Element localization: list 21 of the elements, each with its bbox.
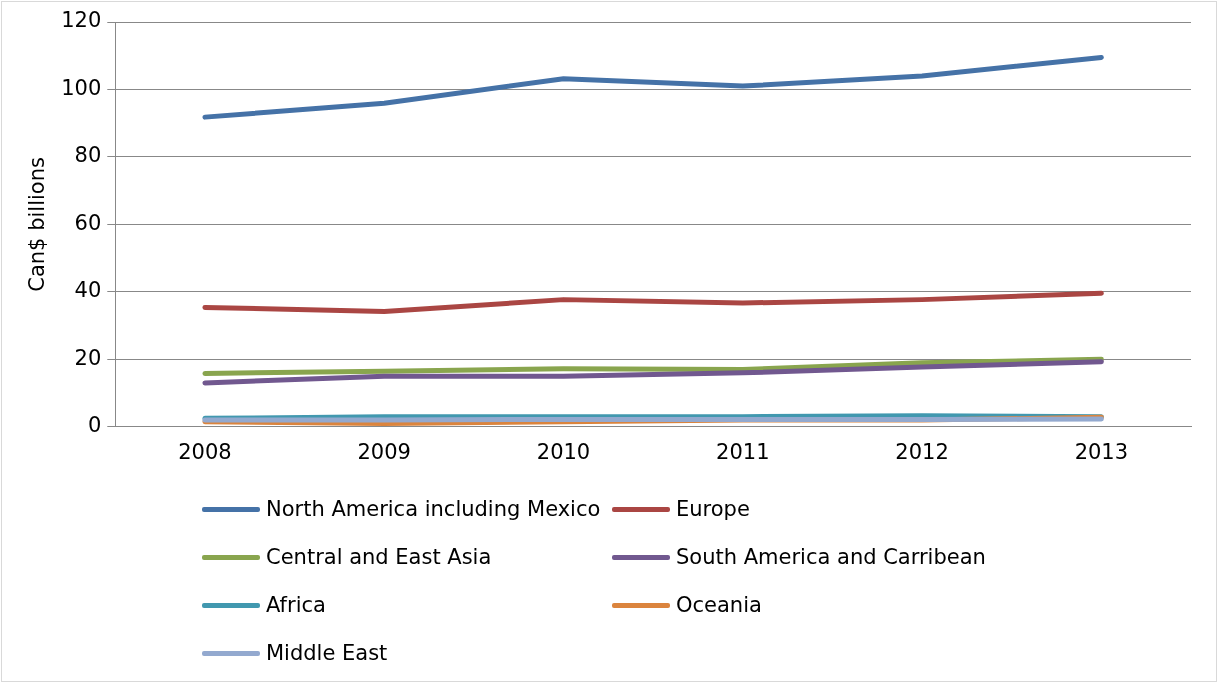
legend-label: South America and Carribean [676, 545, 986, 569]
x-tick-label: 2008 [178, 439, 232, 464]
x-tick-label: 2011 [716, 439, 770, 464]
y-tick-label: 120 [61, 8, 102, 33]
y-tick-label: 100 [61, 75, 102, 100]
legend-label: Central and East Asia [266, 545, 492, 569]
legend-label: North America including Mexico [266, 497, 601, 521]
y-axis-title: Can$ billions [25, 157, 50, 292]
legend-label: Africa [266, 593, 326, 617]
x-tick-label: 2010 [536, 439, 591, 464]
legend-label: Europe [676, 497, 750, 521]
y-tick-label: 80 [74, 143, 102, 168]
y-tick-label: 40 [74, 278, 102, 303]
y-tick-label: 20 [74, 345, 102, 370]
y-tick-label: 60 [74, 210, 102, 235]
x-tick-label: 2009 [357, 439, 411, 464]
x-tick-label: 2013 [1074, 439, 1129, 464]
legend-label: Oceania [676, 593, 762, 617]
y-tick-label: 0 [87, 413, 102, 438]
x-tick-label: 2012 [895, 439, 949, 464]
legend-label: Middle East [266, 641, 388, 665]
